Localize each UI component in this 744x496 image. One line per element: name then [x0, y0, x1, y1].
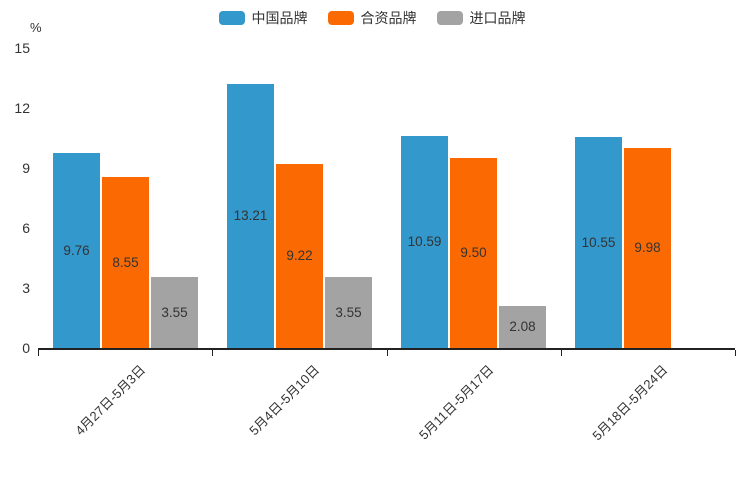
y-tick-label: 12: [14, 100, 30, 116]
x-axis-tick: [38, 350, 39, 356]
bar-value-label: 9.50: [460, 245, 487, 260]
x-axis-tick: [735, 350, 736, 356]
bar-value-label: 8.55: [112, 254, 139, 270]
legend-swatch: [436, 11, 463, 25]
x-axis-line: [38, 348, 735, 350]
x-axis-tick: [386, 350, 388, 356]
bar-中国品牌-2: [401, 136, 448, 348]
y-axis-unit-label: %: [30, 20, 42, 35]
bar-value-label: 9.76: [63, 242, 90, 258]
bar-合资品牌-0: [102, 177, 149, 348]
y-tick-label: 15: [14, 40, 30, 56]
legend-item[interactable]: 进口品牌: [436, 8, 526, 28]
bar-合资品牌-1: [276, 164, 323, 348]
bar-中国品牌-1: [227, 84, 274, 348]
bar-value-label: 9.22: [286, 248, 313, 263]
legend-swatch: [218, 11, 245, 25]
x-tick-label: 5月18日-5月24日: [589, 362, 671, 444]
bar-中国品牌-0: [53, 153, 100, 348]
bar-合资品牌-3: [624, 148, 671, 348]
bar-进口品牌-2: [499, 306, 546, 348]
legend-label: 合资品牌: [360, 10, 417, 26]
bar-value-label: 10.59: [407, 234, 442, 249]
legend: 中国品牌 合资品牌 进口品牌: [0, 8, 744, 28]
bar-中国品牌-3: [575, 137, 622, 348]
legend-label: 中国品牌: [251, 10, 308, 26]
x-axis-tick: [560, 350, 562, 356]
bar-value-label: 10.55: [581, 234, 616, 250]
y-tick-label: 6: [22, 220, 30, 236]
bar-value-label: 3.55: [335, 304, 362, 320]
x-axis-tick: [212, 350, 214, 356]
x-tick-label: 5月11日-5月17日: [415, 362, 497, 443]
legend-item[interactable]: 中国品牌: [218, 8, 308, 28]
legend-label: 进口品牌: [469, 10, 526, 26]
y-tick-label: 0: [22, 340, 30, 356]
bar-进口品牌-0: [151, 277, 198, 348]
bar-进口品牌-1: [325, 277, 372, 348]
bar-value-label: 13.21: [233, 208, 268, 223]
y-tick-label: 9: [22, 160, 30, 176]
legend-swatch: [327, 11, 354, 25]
y-tick-label: 3: [22, 280, 30, 296]
x-tick-label: 5月4日-5月10日: [246, 362, 323, 439]
x-tick-label: 4月27日-5月3日: [71, 362, 148, 439]
bar-value-label: 2.08: [509, 319, 536, 334]
bar-合资品牌-2: [450, 158, 497, 348]
bar-value-label: 3.55: [161, 304, 188, 320]
bar-value-label: 9.98: [634, 240, 661, 255]
legend-item[interactable]: 合资品牌: [327, 8, 417, 28]
